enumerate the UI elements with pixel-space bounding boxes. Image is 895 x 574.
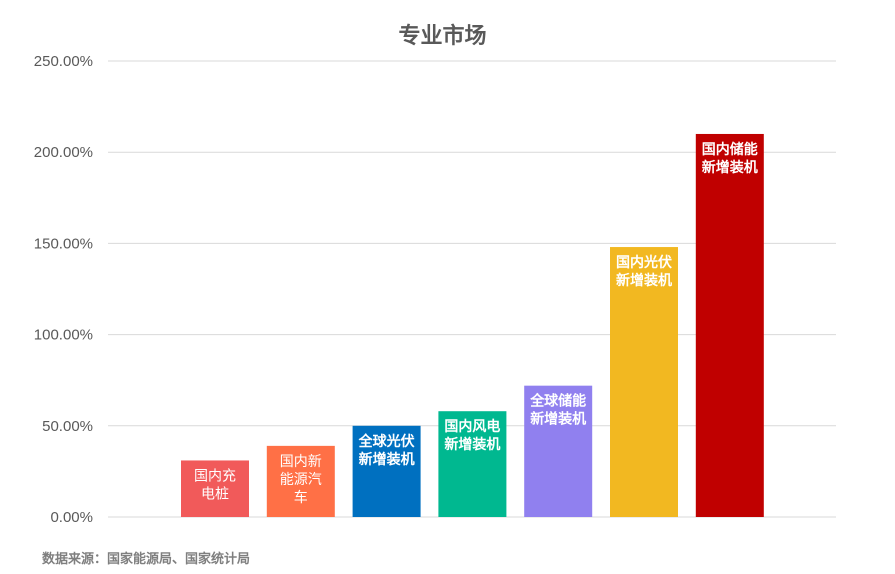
bar-category-label: 国内光伏 [616, 254, 672, 270]
bar-category-label: 新增装机 [359, 451, 415, 467]
bar-category-label: 新增装机 [616, 272, 672, 288]
bar [524, 385, 593, 517]
bar-category-label: 电桩 [201, 485, 229, 501]
bar-category-label: 国内充 [194, 467, 236, 483]
bar-category-label: 国内新 [280, 453, 322, 469]
bar-category-label: 新增装机 [530, 411, 586, 427]
y-tick-label: 150.00% [34, 235, 93, 252]
bar-category-label: 全球光伏 [358, 433, 415, 449]
bar-category-label: 车 [294, 489, 308, 505]
bar [695, 133, 764, 517]
chart-title: 专业市场 [398, 23, 487, 48]
source-note: 数据来源：国家能源局、国家统计局 [42, 551, 251, 566]
y-tick-label: 0.00% [50, 509, 93, 526]
bar-category-label: 国内风电 [444, 418, 500, 434]
bar [266, 445, 335, 517]
bar-category-label: 能源汽 [280, 471, 322, 487]
y-tick-label: 100.00% [34, 327, 93, 344]
bar-category-label: 新增装机 [702, 159, 758, 175]
y-tick-label: 50.00% [42, 418, 93, 435]
bar [438, 411, 507, 517]
bar [352, 425, 421, 517]
bar-category-label: 国内储能 [702, 141, 758, 157]
bar-category-label: 全球储能 [529, 393, 586, 409]
y-tick-label: 250.00% [34, 53, 93, 70]
bar [610, 247, 678, 517]
y-tick-label: 200.00% [34, 144, 93, 161]
bar-category-label: 新增装机 [444, 436, 500, 452]
bar [181, 460, 249, 517]
